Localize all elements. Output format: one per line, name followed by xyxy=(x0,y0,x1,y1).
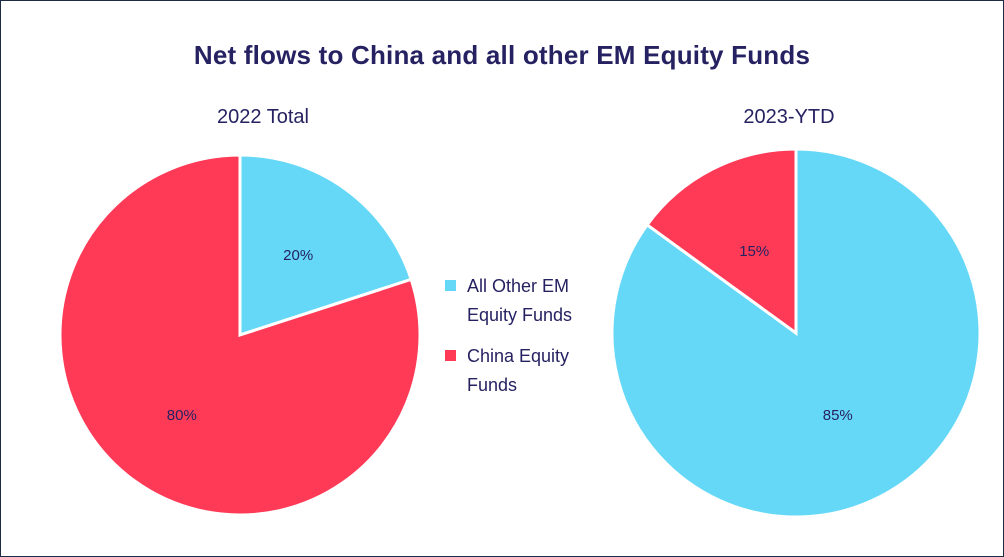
legend-item-all-other-em: All Other EM Equity Funds xyxy=(445,272,625,330)
pie-label-2022-all-other-em: 20% xyxy=(283,247,313,264)
pie-subtitle-2023: 2023-YTD xyxy=(743,106,835,128)
legend-label-all-other-em-line2: Equity Funds xyxy=(467,305,573,325)
legend-item-china: China Equity Funds xyxy=(445,342,625,400)
legend-swatch-china xyxy=(445,350,456,361)
pie-label-2023-china: 15% xyxy=(739,243,769,260)
pie-slice-2023-china xyxy=(645,147,798,336)
legend-label-china-line2: Funds xyxy=(467,375,518,395)
pie-label-2023-all-other-em: 85% xyxy=(823,407,853,424)
legend: All Other EM Equity Funds China Equity F… xyxy=(445,272,625,412)
legend-label-all-other-em-line1: All Other EM xyxy=(467,276,570,296)
pie-subtitle-2022: 2022 Total xyxy=(217,106,309,128)
legend-label-china-line1: China Equity xyxy=(467,346,570,366)
chart-title: Net flows to China and all other EM Equi… xyxy=(193,40,811,70)
pie-slice-2022-all-other-em xyxy=(238,153,414,338)
legend-swatch-all-other-em xyxy=(445,280,456,291)
pie-label-2022-china: 80% xyxy=(167,407,197,424)
pie-slice-2022-china xyxy=(58,153,422,517)
